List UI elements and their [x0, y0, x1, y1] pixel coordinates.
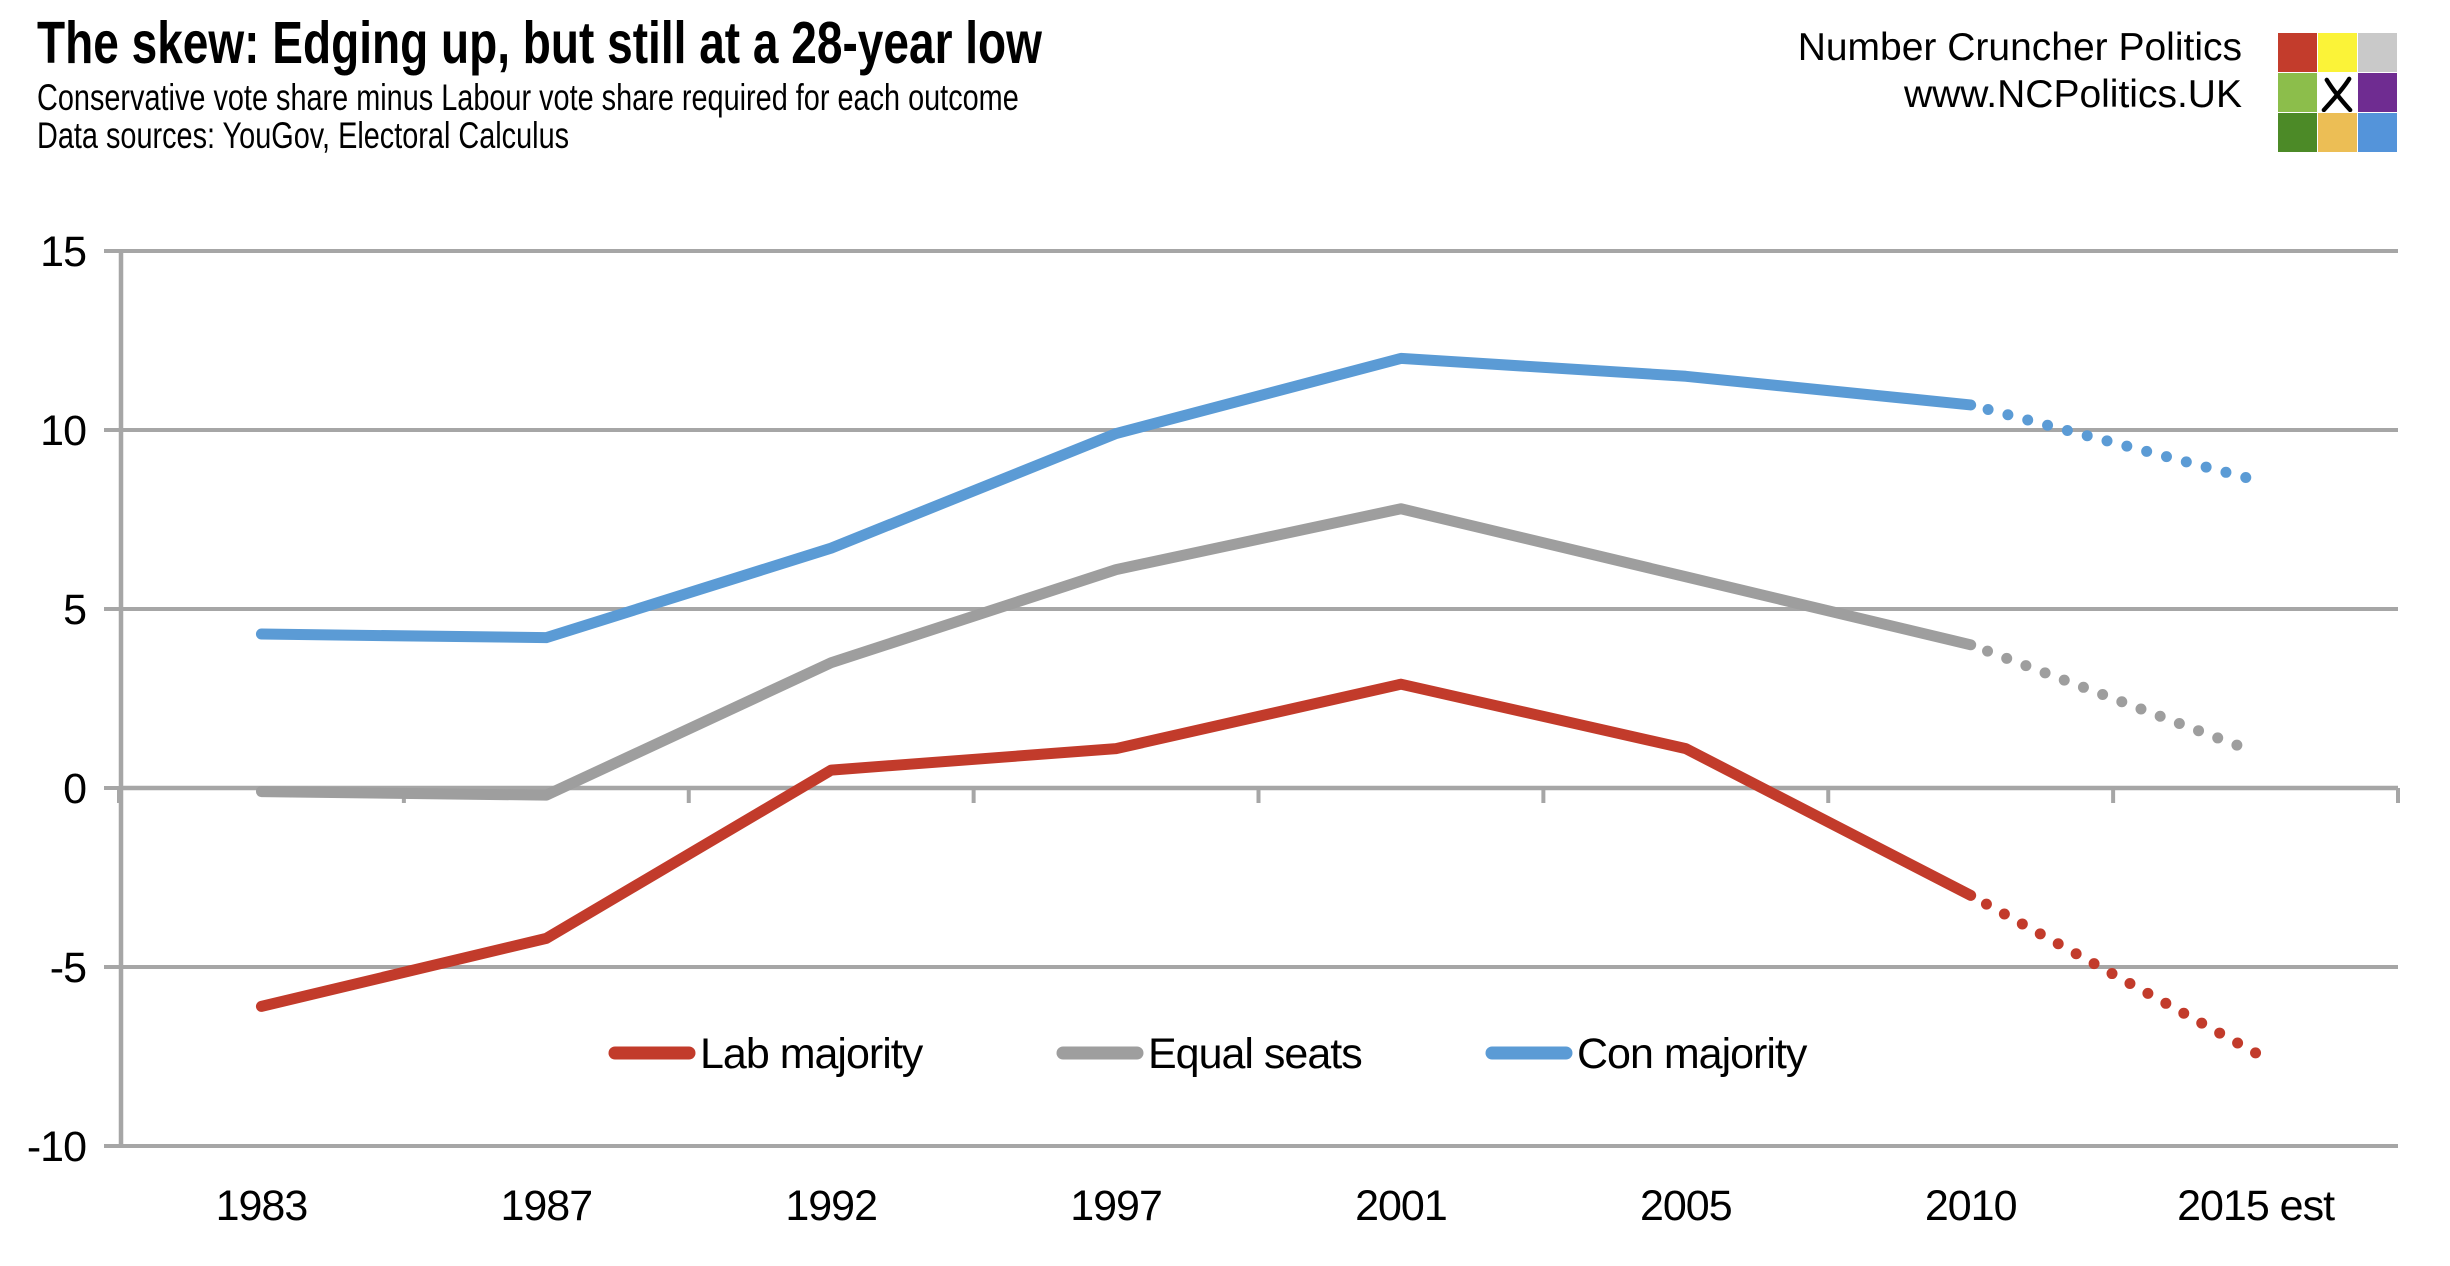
brand-block: Number Cruncher Politics www.NCPolitics.…	[1798, 24, 2242, 118]
series-projection-lab-majority	[1980, 898, 2262, 1059]
logo-cell	[2278, 113, 2317, 152]
x-axis-label-1997: 1997	[1070, 1182, 1162, 1230]
x-axis-label-2005: 2005	[1640, 1182, 1732, 1230]
x-axis-label-1983: 1983	[216, 1182, 308, 1230]
brand-name: Number Cruncher Politics	[1797, 26, 2242, 69]
series-projection-equal-seats	[1982, 645, 2262, 758]
ballot-x-icon	[2318, 73, 2357, 112]
x-axis-label-1992: 1992	[785, 1182, 877, 1230]
series-line-con-majority	[255, 352, 1977, 644]
x-axis-label-2010: 2010	[1925, 1182, 2017, 1230]
ncp-logo	[2278, 33, 2397, 152]
legend-label-con-majority: Con majority	[1577, 1030, 1808, 1078]
y-axis-label--5: -5	[50, 944, 86, 992]
chart-subtitle: Conservative vote share minus Labour vot…	[37, 77, 1019, 118]
logo-cell	[2278, 73, 2317, 112]
x-axis-label-2001: 2001	[1355, 1182, 1447, 1230]
y-axis-label-10: 10	[40, 407, 86, 455]
logo-cell	[2278, 33, 2317, 72]
y-axis-label-15: 15	[40, 228, 86, 276]
series-line-lab-majority	[255, 678, 1977, 1012]
x-axis-label-1987: 1987	[500, 1182, 592, 1230]
logo-cell	[2358, 33, 2397, 72]
logo-cell	[2358, 73, 2397, 112]
y-axis-label-0: 0	[63, 765, 86, 813]
y-axis-label--10: -10	[27, 1123, 86, 1171]
logo-cell	[2358, 113, 2397, 152]
x-axis-label-2015-est: 2015 est	[2177, 1182, 2335, 1230]
chart-data-sources: Data sources: YouGov, Electoral Calculus	[37, 115, 570, 156]
logo-cell	[2318, 33, 2357, 72]
legend-label-lab-majority: Lab majority	[700, 1030, 924, 1078]
legend-label-equal-seats: Equal seats	[1148, 1030, 1362, 1078]
brand-url: www.NCPolitics.UK	[1903, 73, 2242, 116]
y-axis-label-5: 5	[63, 586, 86, 634]
series-projection-con-majority	[1982, 404, 2262, 486]
logo-cell	[2318, 113, 2357, 152]
series-line-equal-seats	[255, 503, 1977, 801]
chart-title: The skew: Edging up, but still at a 28-y…	[37, 10, 1042, 76]
